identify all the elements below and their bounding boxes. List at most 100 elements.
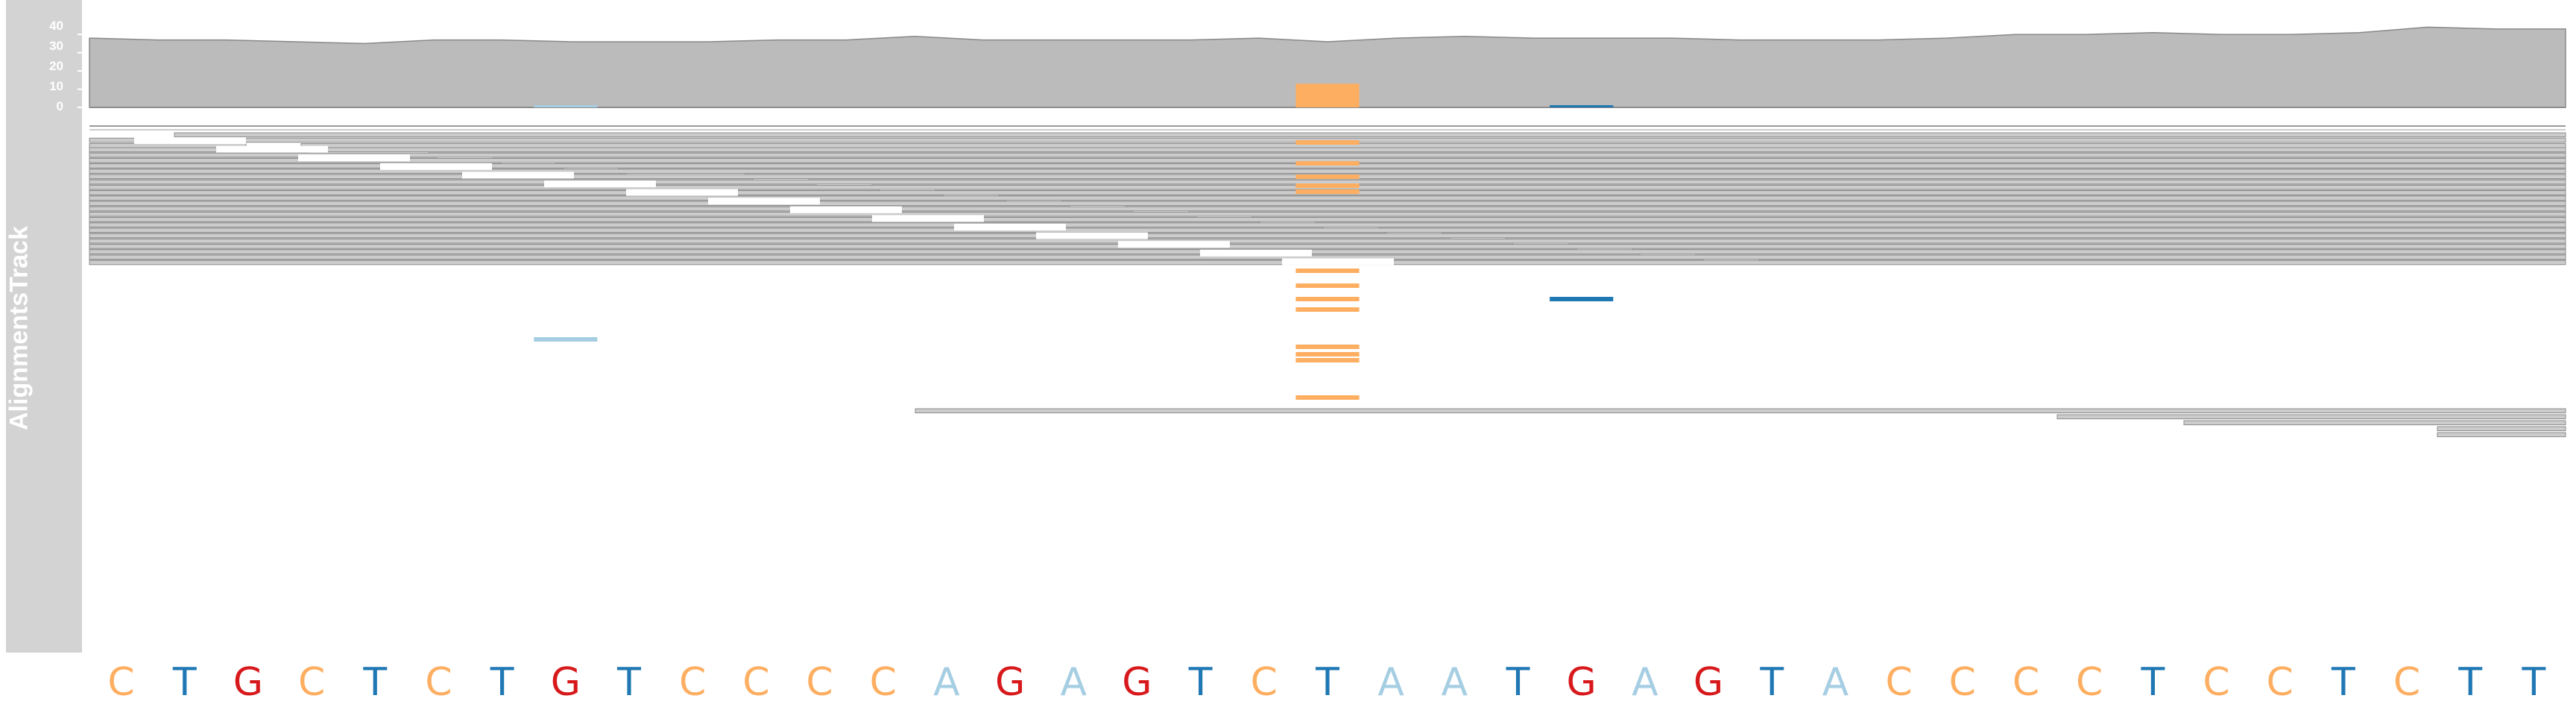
pileup-gap — [1774, 310, 1886, 317]
pileup-gap — [1118, 241, 1230, 248]
reference-base: G — [550, 660, 581, 705]
reference-base: C — [1250, 660, 1278, 705]
reference-base: C — [806, 660, 833, 705]
pileup-gap — [2348, 371, 2460, 378]
coverage-tick-label: 0 — [56, 99, 63, 113]
reference-base: C — [1948, 660, 1976, 705]
reference-base: C — [297, 660, 326, 705]
reference-base: C — [742, 660, 770, 705]
reference-base: C — [2393, 660, 2421, 705]
pileup-gap — [298, 154, 410, 162]
read-mismatch-c — [1295, 183, 1360, 188]
reference-base: T — [617, 660, 641, 705]
read — [89, 227, 2566, 233]
pileup-gap — [462, 172, 574, 179]
read — [89, 201, 2566, 207]
read — [89, 179, 2566, 185]
read — [2183, 420, 2566, 426]
reference-base: T — [1506, 660, 1530, 705]
read — [174, 132, 2566, 138]
pileup-gap — [1856, 318, 1968, 326]
reference-base: G — [1566, 660, 1597, 705]
read-mismatch-c — [1295, 297, 1360, 301]
read — [300, 142, 2566, 148]
read — [89, 233, 2566, 239]
reference-base: C — [2012, 660, 2040, 705]
read-mismatch-c — [1295, 307, 1360, 312]
reads-pileup[interactable] — [89, 125, 2566, 438]
coverage-area — [89, 26, 2566, 108]
read-mismatch-c — [1295, 358, 1360, 362]
read-mismatch-c — [1295, 189, 1360, 194]
pileup-gap — [626, 189, 738, 196]
reference-base: T — [1760, 660, 1784, 705]
reference-base: A — [1377, 660, 1404, 705]
read — [89, 222, 2566, 227]
reference-base: C — [2075, 660, 2103, 705]
reference-base: T — [2331, 660, 2355, 705]
reference-base: A — [933, 660, 960, 705]
pileup-gap — [1610, 292, 1722, 300]
read-mismatch-c — [1295, 345, 1360, 349]
read — [89, 217, 2566, 222]
reference-base: T — [172, 660, 197, 705]
read — [89, 152, 2566, 158]
reference-base: G — [233, 660, 264, 705]
reference-base: A — [1822, 660, 1849, 705]
pileup-gap — [2184, 354, 2296, 360]
coverage-mismatch-bar — [1550, 105, 1614, 107]
pileup-gap — [1938, 327, 2050, 335]
read — [89, 147, 2566, 153]
pileup-gap — [2430, 379, 2542, 386]
pileup-gap — [790, 206, 902, 213]
reference-base: T — [1188, 660, 1213, 705]
read-mismatch-c — [1295, 268, 1360, 273]
pileup-gap — [1446, 275, 1558, 283]
pileup-gap — [954, 224, 1066, 230]
read — [89, 169, 2566, 174]
read — [915, 408, 2566, 414]
read — [2437, 426, 2566, 432]
reference-base: T — [490, 660, 514, 705]
reference-base: C — [2203, 660, 2230, 705]
reference-base: T — [2141, 660, 2165, 705]
read — [89, 206, 2566, 212]
coverage-track — [78, 26, 2566, 108]
pileup-gap — [216, 145, 328, 153]
pileup-gap — [1200, 249, 1312, 257]
read — [2437, 432, 2566, 438]
read — [2056, 414, 2566, 420]
reference-base: C — [869, 660, 897, 705]
reference-base: A — [1632, 660, 1658, 705]
reference-base: C — [425, 660, 452, 705]
pileup-gap — [1036, 232, 1148, 239]
coverage-y-axis: 40 30 20 10 0 — [0, 0, 82, 113]
coverage-mismatch-bar — [534, 105, 598, 107]
reference-base: G — [994, 660, 1026, 705]
coverage-tick-label: 40 — [49, 19, 63, 33]
pileup-gap — [872, 215, 984, 222]
pileup-gap — [708, 198, 820, 205]
read-mismatch-c — [1295, 140, 1360, 145]
reference-base: T — [2458, 660, 2483, 705]
reference-base: G — [1693, 660, 1724, 705]
read — [89, 249, 2566, 254]
coverage-tick-label: 30 — [49, 39, 63, 53]
coverage-tick-label: 20 — [49, 59, 63, 73]
reference-base: A — [1441, 660, 1468, 705]
read — [89, 195, 2566, 201]
read-mismatch-c — [1295, 352, 1360, 357]
reference-base: T — [2522, 660, 2546, 705]
pileup-gap — [2102, 345, 2214, 352]
read-mismatch-c — [1295, 395, 1360, 400]
reference-base: C — [679, 660, 707, 705]
read — [89, 238, 2566, 244]
pileup-gap — [1528, 284, 1640, 292]
coverage-tick-label: 10 — [49, 79, 63, 93]
reference-base: C — [107, 660, 135, 705]
pileup-gap — [134, 137, 246, 144]
read — [238, 137, 2566, 143]
read-mismatch-c — [1295, 161, 1360, 166]
read-mismatch-c — [1295, 175, 1360, 179]
